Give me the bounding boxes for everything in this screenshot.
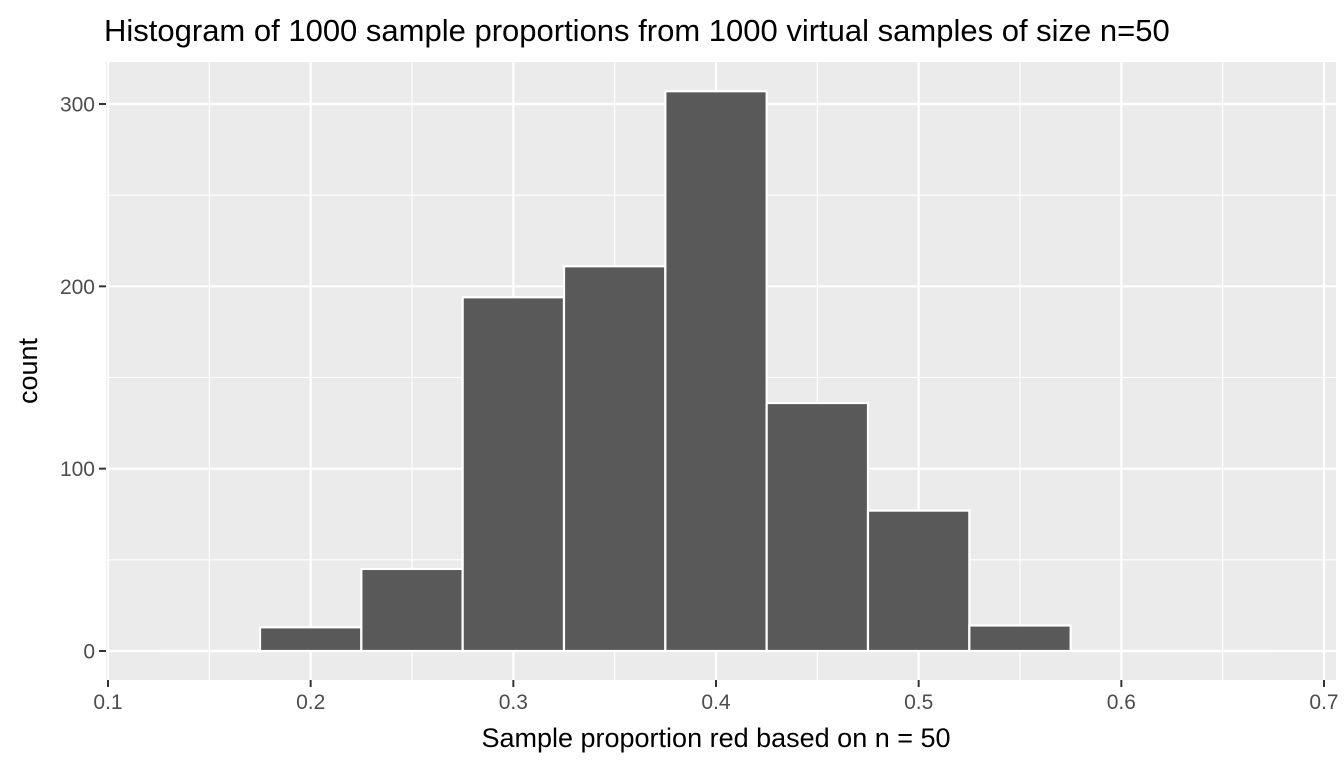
- y-tick-label: 200: [60, 276, 95, 299]
- histogram-bar: [664, 90, 768, 653]
- histogram-bar: [360, 567, 464, 653]
- histogram-bars: [157, 90, 1275, 653]
- x-tick-label: 0.2: [296, 691, 325, 714]
- x-tick-label: 0.4: [701, 691, 731, 714]
- y-axis-title: count: [13, 337, 43, 404]
- x-axis-title: Sample proportion red based on n = 50: [481, 723, 950, 753]
- x-tick-label: 0.6: [1107, 691, 1136, 714]
- histogram-bar: [258, 626, 363, 653]
- y-tick-label: 0: [83, 641, 95, 664]
- x-axis: 0.1 0.2 0.3 0.4 0.5 0.6 0.7: [93, 680, 1339, 714]
- histogram-bar: [461, 296, 566, 653]
- x-tick-label: 0.7: [1309, 691, 1338, 714]
- histogram-bar: [968, 624, 1072, 653]
- y-axis: 0 100 200 300: [60, 94, 106, 664]
- chart-title: Histogram of 1000 sample proportions fro…: [104, 13, 1170, 48]
- x-tick-label: 0.1: [93, 691, 122, 714]
- histogram-bar: [562, 265, 667, 653]
- histogram-bar: [765, 401, 870, 653]
- y-tick-label: 100: [60, 458, 95, 481]
- x-tick-label: 0.3: [499, 691, 528, 714]
- x-tick-label: 0.5: [904, 691, 933, 714]
- histogram-bar: [866, 509, 971, 653]
- y-tick-label: 300: [60, 94, 95, 117]
